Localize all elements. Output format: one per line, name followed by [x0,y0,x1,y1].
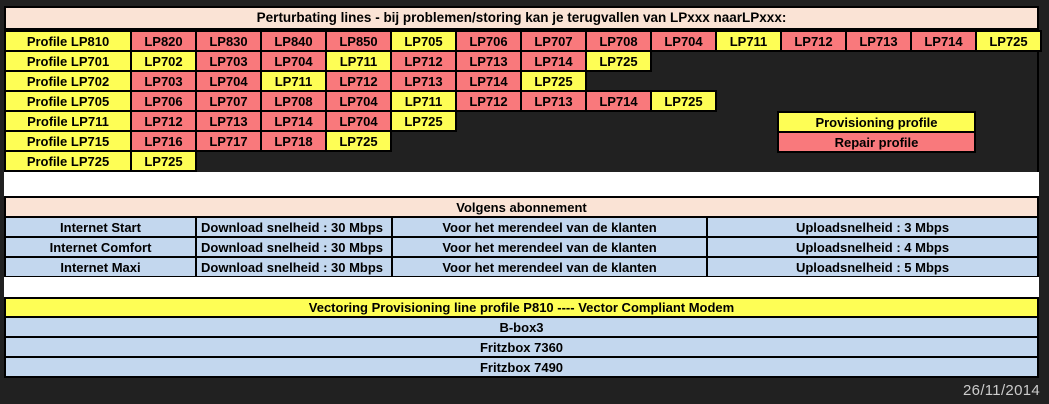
fallback-profile-cell: LP830 [195,30,262,52]
fallback-profile-cell: LP703 [130,70,197,92]
fallback-profile-cell: LP725 [520,70,587,92]
fallback-profile-cell: LP712 [780,30,847,52]
fallback-profile-cell: LP712 [455,90,522,112]
fallback-profile-cell: LP713 [455,50,522,72]
profile-row: Profile LP725 LP725 [4,150,1042,172]
fallback-profile-cell: LP725 [975,30,1042,52]
fallback-profile-cell: LP714 [260,110,327,132]
abonnement-title: Volgens abonnement [4,196,1039,218]
fallback-profile-cell: LP718 [260,130,327,152]
fallback-profile-cell: LP711 [260,70,327,92]
note-cell: Voor het merendeel van de klanten [391,256,708,278]
profile-cell: Profile LP810 [4,30,132,52]
perturbating-title: Perturbating lines - bij problemen/stori… [4,6,1039,30]
fallback-profile-cell: LP704 [260,50,327,72]
fallback-profile-cell: LP707 [520,30,587,52]
profile-cell: Profile LP715 [4,130,132,152]
fallback-profile-cell: LP704 [325,90,392,112]
note-cell: Voor het merendeel van de klanten [391,236,708,258]
fallback-profile-cell: LP704 [650,30,717,52]
note-cell: Voor het merendeel van de klanten [391,216,708,238]
vectoring-title: Vectoring Provisioning line profile P810… [4,297,1039,318]
upload-cell: Uploadsnelheid : 5 Mbps [706,256,1039,278]
perturbating-table: Profile LP810 LP820 LP830 LP840 LP850 LP705 LP… [4,30,1042,172]
fallback-profile-cell: LP706 [130,90,197,112]
upload-cell: Uploadsnelheid : 3 Mbps [706,216,1039,238]
fallback-profile-cell: LP725 [650,90,717,112]
download-cell: Download snelheid : 30 Mbps [195,256,393,278]
profile-row: Profile LP705 LP706 LP707 LP708 LP704 LP711 LP… [4,90,1042,112]
fallback-profile-cell: LP711 [325,50,392,72]
fallback-profile-cell: LP702 [130,50,197,72]
fallback-profile-cell: LP850 [325,30,392,52]
fallback-profile-cell: LP713 [845,30,912,52]
profile-cell: Profile LP705 [4,90,132,112]
abonnement-row: Internet Maxi Download snelheid : 30 Mbps… [4,256,1039,278]
download-cell: Download snelheid : 30 Mbps [195,216,393,238]
spacer-row [4,172,1039,198]
fallback-profile-cell: LP725 [325,130,392,152]
fallback-profile-cell: LP725 [585,50,652,72]
fallback-profile-cell: LP712 [130,110,197,132]
modem-row: Fritzbox 7360 [4,336,1039,358]
fallback-profile-cell: LP717 [195,130,262,152]
fallback-profile-cell: LP712 [325,70,392,92]
fallback-profile-cell: LP714 [455,70,522,92]
profile-cell: Profile LP701 [4,50,132,72]
fallback-profile-cell: LP713 [520,90,587,112]
plan-cell: Internet Start [4,216,197,238]
fallback-profile-cell: LP820 [130,30,197,52]
legend-repair-profile: Repair profile [777,131,976,153]
legend: Provisioning profile Repair profile [777,111,976,153]
fallback-profile-cell: LP707 [195,90,262,112]
download-cell: Download snelheid : 30 Mbps [195,236,393,258]
legend-provisioning-profile: Provisioning profile [777,111,976,133]
plan-cell: Internet Maxi [4,256,197,278]
fallback-profile-cell: LP725 [390,110,457,132]
fallback-profile-cell: LP713 [195,110,262,132]
profile-row: Profile LP701 LP702 LP703 LP704 LP711 LP712 LP… [4,50,1042,72]
plan-cell: Internet Comfort [4,236,197,258]
fallback-profile-cell: LP708 [260,90,327,112]
fallback-profile-cell: LP714 [585,90,652,112]
profile-cell: Profile LP725 [4,150,132,172]
date-label: 26/11/2014 [963,382,1040,399]
profile-row: Profile LP702 LP703 LP704 LP711 LP712 LP713 LP… [4,70,1042,92]
fallback-profile-cell: LP706 [455,30,522,52]
fallback-profile-cell: LP725 [130,150,197,172]
fallback-profile-cell: LP714 [910,30,977,52]
spacer-row [4,277,1039,299]
profile-row: Profile LP810 LP820 LP830 LP840 LP850 LP705 LP… [4,30,1042,52]
fallback-profile-cell: LP711 [390,90,457,112]
fallback-profile-cell: LP713 [390,70,457,92]
fallback-profile-cell: LP705 [390,30,457,52]
profile-row: Profile LP711 LP712 LP713 LP714 LP704 LP725 [4,110,1042,132]
fallback-profile-cell: LP704 [195,70,262,92]
fallback-profile-cell: LP708 [585,30,652,52]
fallback-profile-cell: LP714 [520,50,587,72]
fallback-profile-cell: LP704 [325,110,392,132]
modem-table: B-box3 Fritzbox 7360 Fritzbox 7490 [4,316,1039,378]
modem-row: Fritzbox 7490 [4,356,1039,378]
modem-row: B-box3 [4,316,1039,338]
abonnement-row: Internet Comfort Download snelheid : 30 M… [4,236,1039,258]
profile-cell: Profile LP702 [4,70,132,92]
abonnement-table: Internet Start Download snelheid : 30 Mbp… [4,216,1039,278]
upload-cell: Uploadsnelheid : 4 Mbps [706,236,1039,258]
fallback-profile-cell: LP703 [195,50,262,72]
fallback-profile-cell: LP840 [260,30,327,52]
abonnement-row: Internet Start Download snelheid : 30 Mbp… [4,216,1039,238]
profile-cell: Profile LP711 [4,110,132,132]
fallback-profile-cell: LP711 [715,30,782,52]
fallback-profile-cell: LP712 [390,50,457,72]
fallback-profile-cell: LP716 [130,130,197,152]
